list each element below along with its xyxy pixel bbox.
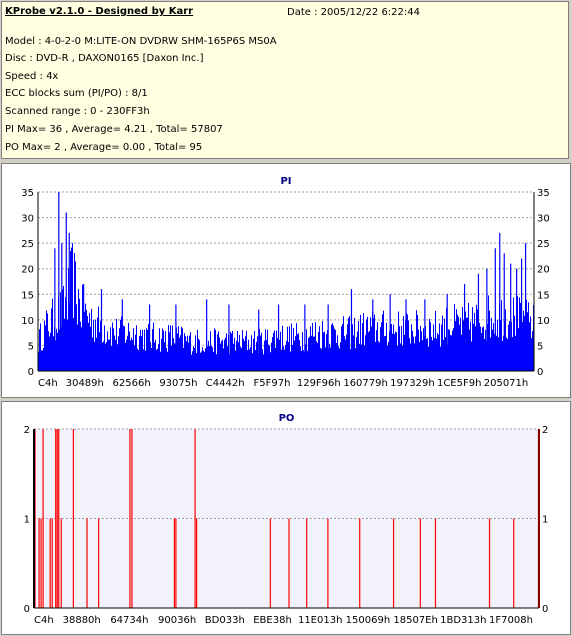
y-tick-right: 2	[542, 425, 548, 436]
y-tick-left: 2	[24, 425, 30, 436]
y-tick-left: 1	[24, 515, 30, 526]
y-tick-right: 1	[542, 515, 548, 526]
x-tick-label: 62566h	[113, 378, 151, 389]
x-tick-label: 197329h	[390, 378, 435, 389]
y-tick-right: 15	[537, 290, 550, 301]
chart-title: PI	[280, 176, 291, 187]
x-tick-label: C4h	[38, 378, 58, 389]
x-tick-label: BD033h	[205, 615, 245, 626]
y-tick-right: 25	[537, 239, 550, 250]
x-tick-label: 205071h	[484, 378, 529, 389]
pi-chart: PI 0 0 5 5 10 10 15 15 20 20 25 25 30 30 35 35 C4h 30489h 6…	[21, 176, 550, 389]
y-tick-right: 5	[537, 341, 543, 352]
po-chart-panel: PO 0 0 1 1 2 2 C4h 38880h 64734h 90036h BD033h EBE38…	[1, 401, 571, 635]
x-tick-label: 150069h	[346, 615, 391, 626]
y-tick-left: 20	[21, 265, 34, 276]
y-tick-right: 0	[542, 604, 548, 615]
x-tick-label: F5F97h	[254, 378, 291, 389]
info-ecc: ECC blocks sum (PI/PO) : 8/1	[5, 88, 148, 99]
y-tick-right: 30	[537, 214, 550, 225]
y-tick-left: 25	[21, 239, 34, 250]
x-tick-label: 160779h	[343, 378, 388, 389]
y-tick-right: 20	[537, 265, 550, 276]
x-tick-label: 1CE5F9h	[437, 378, 481, 389]
x-tick-label: 11E013h	[298, 615, 342, 626]
y-tick-right: 10	[537, 316, 550, 327]
info-speed: Speed : 4x	[5, 71, 59, 82]
y-tick-left: 15	[21, 290, 34, 301]
x-tick-label: 38880h	[63, 615, 101, 626]
po-chart: PO 0 0 1 1 2 2 C4h 38880h 64734h 90036h BD033h EBE38…	[24, 413, 549, 626]
pi-chart-panel: PI 0 0 5 5 10 10 15 15 20 20 25 25 30 30 35 35 C4h 30489h 6…	[1, 163, 571, 398]
x-tick-label: 93075h	[159, 378, 197, 389]
y-tick-right: 35	[537, 188, 550, 199]
y-tick-left: 10	[21, 316, 34, 327]
info-pi-stats: PI Max= 36 , Average= 4.21 , Total= 5780…	[5, 124, 223, 135]
y-tick-left: 35	[21, 188, 34, 199]
scan-date: Date : 2005/12/22 6:22:44	[287, 7, 420, 18]
x-tick-label: 1BD313h	[440, 615, 486, 626]
x-tick-label: 90036h	[158, 615, 196, 626]
y-tick-left: 5	[28, 341, 34, 352]
info-po-stats: PO Max= 2 , Average= 0.00 , Total= 95	[5, 142, 203, 153]
x-tick-label: 1F7008h	[489, 615, 533, 626]
y-tick-left: 0	[28, 367, 34, 378]
app-title: KProbe v2.1.0 - Designed by Karr	[5, 6, 194, 17]
y-tick-right: 0	[537, 367, 543, 378]
x-tick-label: C4442h	[206, 378, 245, 389]
info-range: Scanned range : 0 - 230FF3h	[5, 106, 150, 117]
x-tick-label: C4h	[34, 615, 54, 626]
x-tick-label: 18507Eh	[393, 615, 437, 626]
info-disc: Disc : DVD-R , DAXON0165 [Daxon Inc.]	[5, 53, 204, 64]
x-tick-label: 129F96h	[297, 378, 341, 389]
x-tick-label: 30489h	[66, 378, 104, 389]
chart-title: PO	[279, 413, 295, 424]
y-tick-left: 0	[24, 604, 30, 615]
info-panel: KProbe v2.1.0 - Designed by Karr Date : …	[1, 1, 569, 159]
x-tick-label: EBE38h	[253, 615, 292, 626]
y-tick-left: 30	[21, 214, 34, 225]
x-tick-label: 64734h	[110, 615, 148, 626]
info-model: Model : 4-0-2-0 M:LITE-ON DVDRW SHM-165P…	[5, 36, 277, 47]
